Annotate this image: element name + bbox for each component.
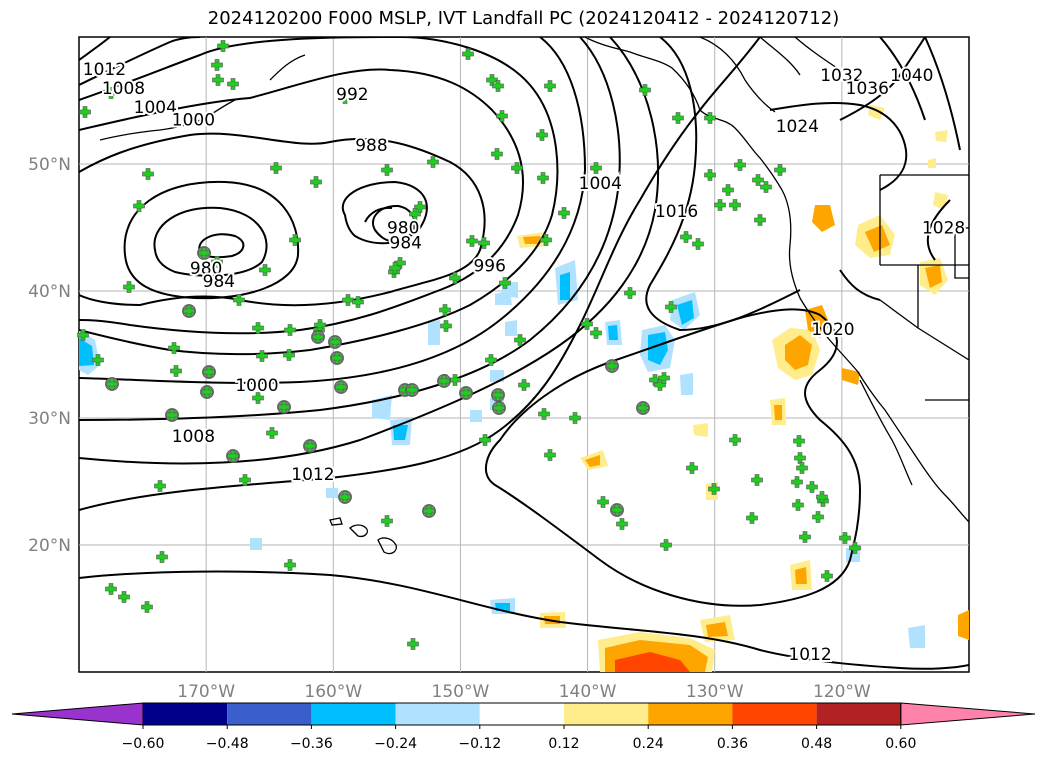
colorbar-extend-high: [900, 702, 1036, 726]
colorbar-segment: [564, 703, 649, 725]
colorbar-tick-label: 0.12: [548, 736, 579, 752]
contour-label: 1000: [235, 376, 278, 396]
contour-label: 1012: [788, 645, 831, 665]
contour-label: 1008: [172, 427, 215, 447]
contour-label: 980: [190, 259, 222, 279]
colorbar-tick-label: −0.12: [458, 736, 501, 752]
ivt-positive-shading: [517, 105, 969, 672]
contour-label: 1012: [83, 60, 126, 80]
colorbar-tick-label: −0.36: [290, 736, 333, 752]
contour-label: 984: [203, 272, 235, 292]
contour-label: 1040: [890, 66, 933, 86]
lat-tick-label: 20°N: [28, 536, 71, 556]
lon-tick-label: 160°W: [304, 682, 362, 702]
colorbar-tick-label: 0.60: [885, 736, 916, 752]
station-markers: [77, 40, 861, 650]
contour-label: 988: [355, 136, 387, 156]
mslp-isobars: [79, 37, 969, 670]
contour-label: 1012: [291, 465, 334, 485]
lon-tick-label: 140°W: [559, 682, 617, 702]
colorbar-tick-label: −0.60: [122, 736, 165, 752]
contour-label: 1032: [820, 66, 863, 86]
colorbar-tick-label: 0.36: [717, 736, 748, 752]
contour-label: 1008: [102, 79, 145, 99]
contour-label: 1004: [134, 98, 177, 118]
contour-label: 1004: [579, 174, 622, 194]
colorbar-segment: [479, 703, 564, 725]
colorbar-segment: [395, 703, 480, 725]
contour-label: 1000: [172, 111, 215, 131]
colorbar-tick-label: 0.24: [633, 736, 664, 752]
lon-tick-label: 130°W: [686, 682, 744, 702]
colorbar-tick-label: −0.24: [374, 736, 417, 752]
lon-tick-label: 120°W: [813, 682, 871, 702]
lat-tick-label: 30°N: [28, 409, 71, 429]
colorbar-segment: [311, 703, 396, 725]
colorbar-segment: [143, 703, 228, 725]
contour-label: 1024: [776, 117, 819, 137]
contour-label: 996: [473, 257, 505, 277]
contour-labels: 1012100810041000992988980984980984996100…: [81, 58, 967, 667]
colorbar-segment: [816, 703, 901, 725]
contour-label: 1020: [811, 320, 854, 340]
contour-label: 1016: [655, 202, 698, 222]
colorbar-outline: [142, 702, 902, 726]
contour-label: 1036: [846, 79, 889, 99]
colorbar-segment: [648, 703, 733, 725]
contour-label: 984: [390, 234, 422, 254]
gridlines: [79, 37, 969, 672]
contour-label: 992: [336, 85, 368, 105]
lon-tick-label: 170°W: [177, 682, 235, 702]
coastlines: [99, 37, 969, 555]
longitude-labels: 170°W 160°W 150°W 140°W 130°W 120°W: [177, 682, 871, 702]
colorbar-tick-label: 0.48: [801, 736, 832, 752]
colorbar-segment: [732, 703, 817, 725]
ivt-negative-shading: [79, 260, 925, 648]
colorbar-tick-label: −0.48: [206, 736, 249, 752]
latitude-labels: 20°N 30°N 40°N 50°N: [28, 155, 71, 556]
contour-label: 980: [387, 219, 419, 239]
contour-label: 1028: [922, 219, 965, 239]
colorbar: −0.60 −0.48 −0.36 −0.24 −0.12 0.12 0.24 0.36 0.4…: [11, 702, 1036, 752]
colorbar-segment: [227, 703, 312, 725]
lat-tick-label: 50°N: [28, 155, 71, 175]
lat-tick-label: 40°N: [28, 282, 71, 302]
map-title: 2024120200 F000 MSLP, IVT Landfall PC (2…: [207, 8, 840, 29]
lon-tick-label: 150°W: [432, 682, 490, 702]
colorbar-extend-low: [11, 702, 144, 726]
